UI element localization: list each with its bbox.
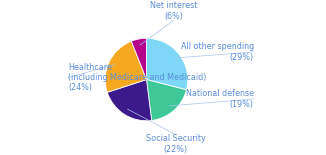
Text: All other spending
(29%): All other spending (29%) (181, 42, 254, 62)
Wedge shape (107, 80, 152, 121)
Text: Healthcare
(including Medicare and Medicaid)
(24%): Healthcare (including Medicare and Medic… (68, 63, 206, 92)
Wedge shape (131, 38, 146, 80)
Text: National defense
(19%): National defense (19%) (185, 89, 254, 109)
Wedge shape (146, 38, 188, 90)
Wedge shape (146, 80, 186, 120)
Text: Net interest
(6%): Net interest (6%) (150, 1, 197, 21)
Text: Social Security
(22%): Social Security (22%) (145, 134, 205, 154)
Wedge shape (105, 41, 146, 92)
